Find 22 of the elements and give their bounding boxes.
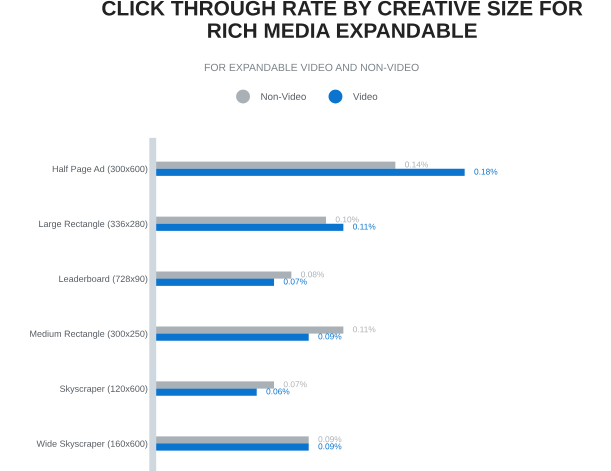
data-label: 0.11% <box>353 224 376 230</box>
data-label: 0.10% <box>336 216 359 222</box>
data-label: 0.06% <box>266 388 290 394</box>
legend-label: Video <box>353 92 378 100</box>
data-label: 0.09% <box>318 443 342 450</box>
legend-label: Non-Video <box>261 92 306 100</box>
y-tick-label: Leaderboard (728x90) <box>59 275 148 284</box>
data-label: 0.08% <box>301 271 324 278</box>
data-label: 0.11% <box>353 326 376 332</box>
y-tick-label: Large Rectangle (336x280) <box>39 220 148 229</box>
data-label: 0.18% <box>474 168 498 175</box>
data-label: 0.07% <box>284 381 307 388</box>
data-label: 0.09% <box>318 334 342 340</box>
chart-subtitle: FOR EXPANDABLE VIDEO AND NON-VIDEO <box>204 64 419 72</box>
y-tick-label: Medium Rectangle (300x250) <box>30 330 148 339</box>
data-label: 0.07% <box>284 278 307 284</box>
y-tick-label: Wide Skyscraper (160x600) <box>36 440 148 449</box>
chart-title: CLICK THROUGH RATE BY CREATIVE SIZE FOR RICH MEDIA EXPANDABLE <box>102 0 582 38</box>
data-label: 0.09% <box>318 436 342 442</box>
y-tick-label: Half Page Ad (300x600) <box>52 166 148 174</box>
y-tick-label: Skyscraper (120x600) <box>60 385 148 394</box>
data-label: 0.14% <box>405 162 428 168</box>
